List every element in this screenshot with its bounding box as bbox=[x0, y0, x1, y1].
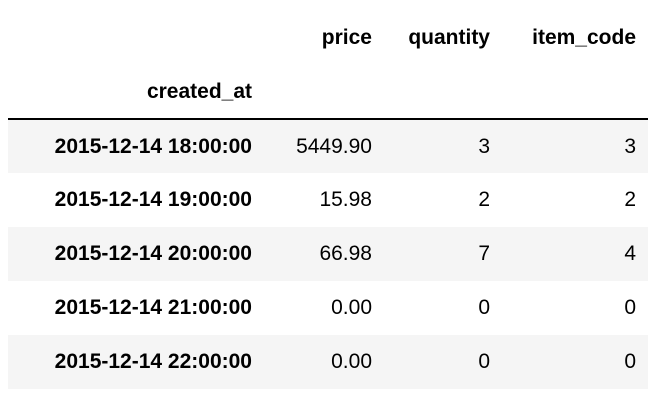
index-name-row-empty-cell bbox=[384, 66, 502, 119]
row-index-label: 2015-12-14 20:00:00 bbox=[54, 242, 252, 265]
cell-price: 0.00 bbox=[331, 296, 372, 319]
cell-item-code: 4 bbox=[624, 242, 636, 265]
cell-price: 5449.90 bbox=[296, 134, 372, 158]
column-header-price: price bbox=[321, 26, 372, 49]
cell-item-code: 3 bbox=[624, 134, 636, 158]
row-index-label: 2015-12-14 22:00:00 bbox=[54, 350, 252, 373]
table-body: 2015-12-14 18:00:00 5449.90 3 3 2015-12-… bbox=[8, 119, 648, 389]
cell-item-code: 2 bbox=[624, 188, 636, 211]
table-row: 2015-12-14 19:00:00 15.98 2 2 bbox=[8, 173, 648, 227]
cell-price: 0.00 bbox=[331, 350, 372, 373]
cell-quantity: 7 bbox=[478, 242, 490, 265]
row-index-label: 2015-12-14 19:00:00 bbox=[54, 188, 252, 211]
table-row: 2015-12-14 22:00:00 0.00 0 0 bbox=[8, 335, 648, 389]
cell-quantity: 0 bbox=[478, 350, 490, 373]
column-header-item-code: item_code bbox=[532, 26, 636, 49]
column-header-quantity: quantity bbox=[408, 26, 490, 49]
dataframe-output: price quantity item_code created_at 2015… bbox=[8, 10, 648, 389]
table-row: 2015-12-14 21:00:00 0.00 0 0 bbox=[8, 281, 648, 335]
index-name-row: created_at bbox=[8, 66, 648, 119]
row-index-label: 2015-12-14 18:00:00 bbox=[54, 134, 252, 158]
cell-item-code: 0 bbox=[624, 350, 636, 373]
table-header: price quantity item_code created_at bbox=[8, 10, 648, 119]
index-name-row-empty-cell bbox=[502, 66, 648, 119]
row-index-label: 2015-12-14 21:00:00 bbox=[54, 296, 252, 319]
cell-price: 15.98 bbox=[319, 188, 372, 211]
dataframe-table: price quantity item_code created_at 2015… bbox=[8, 10, 648, 389]
column-header-row: price quantity item_code bbox=[8, 10, 648, 66]
cell-quantity: 3 bbox=[478, 134, 490, 158]
index-name-label: created_at bbox=[146, 80, 252, 103]
table-row: 2015-12-14 18:00:00 5449.90 3 3 bbox=[8, 119, 648, 173]
cell-quantity: 2 bbox=[478, 188, 490, 211]
index-name-row-empty-cell bbox=[256, 66, 384, 119]
header-corner bbox=[8, 10, 256, 66]
cell-item-code: 0 bbox=[624, 296, 636, 319]
cell-quantity: 0 bbox=[478, 296, 490, 319]
cell-price: 66.98 bbox=[319, 242, 372, 265]
table-row: 2015-12-14 20:00:00 66.98 7 4 bbox=[8, 227, 648, 281]
